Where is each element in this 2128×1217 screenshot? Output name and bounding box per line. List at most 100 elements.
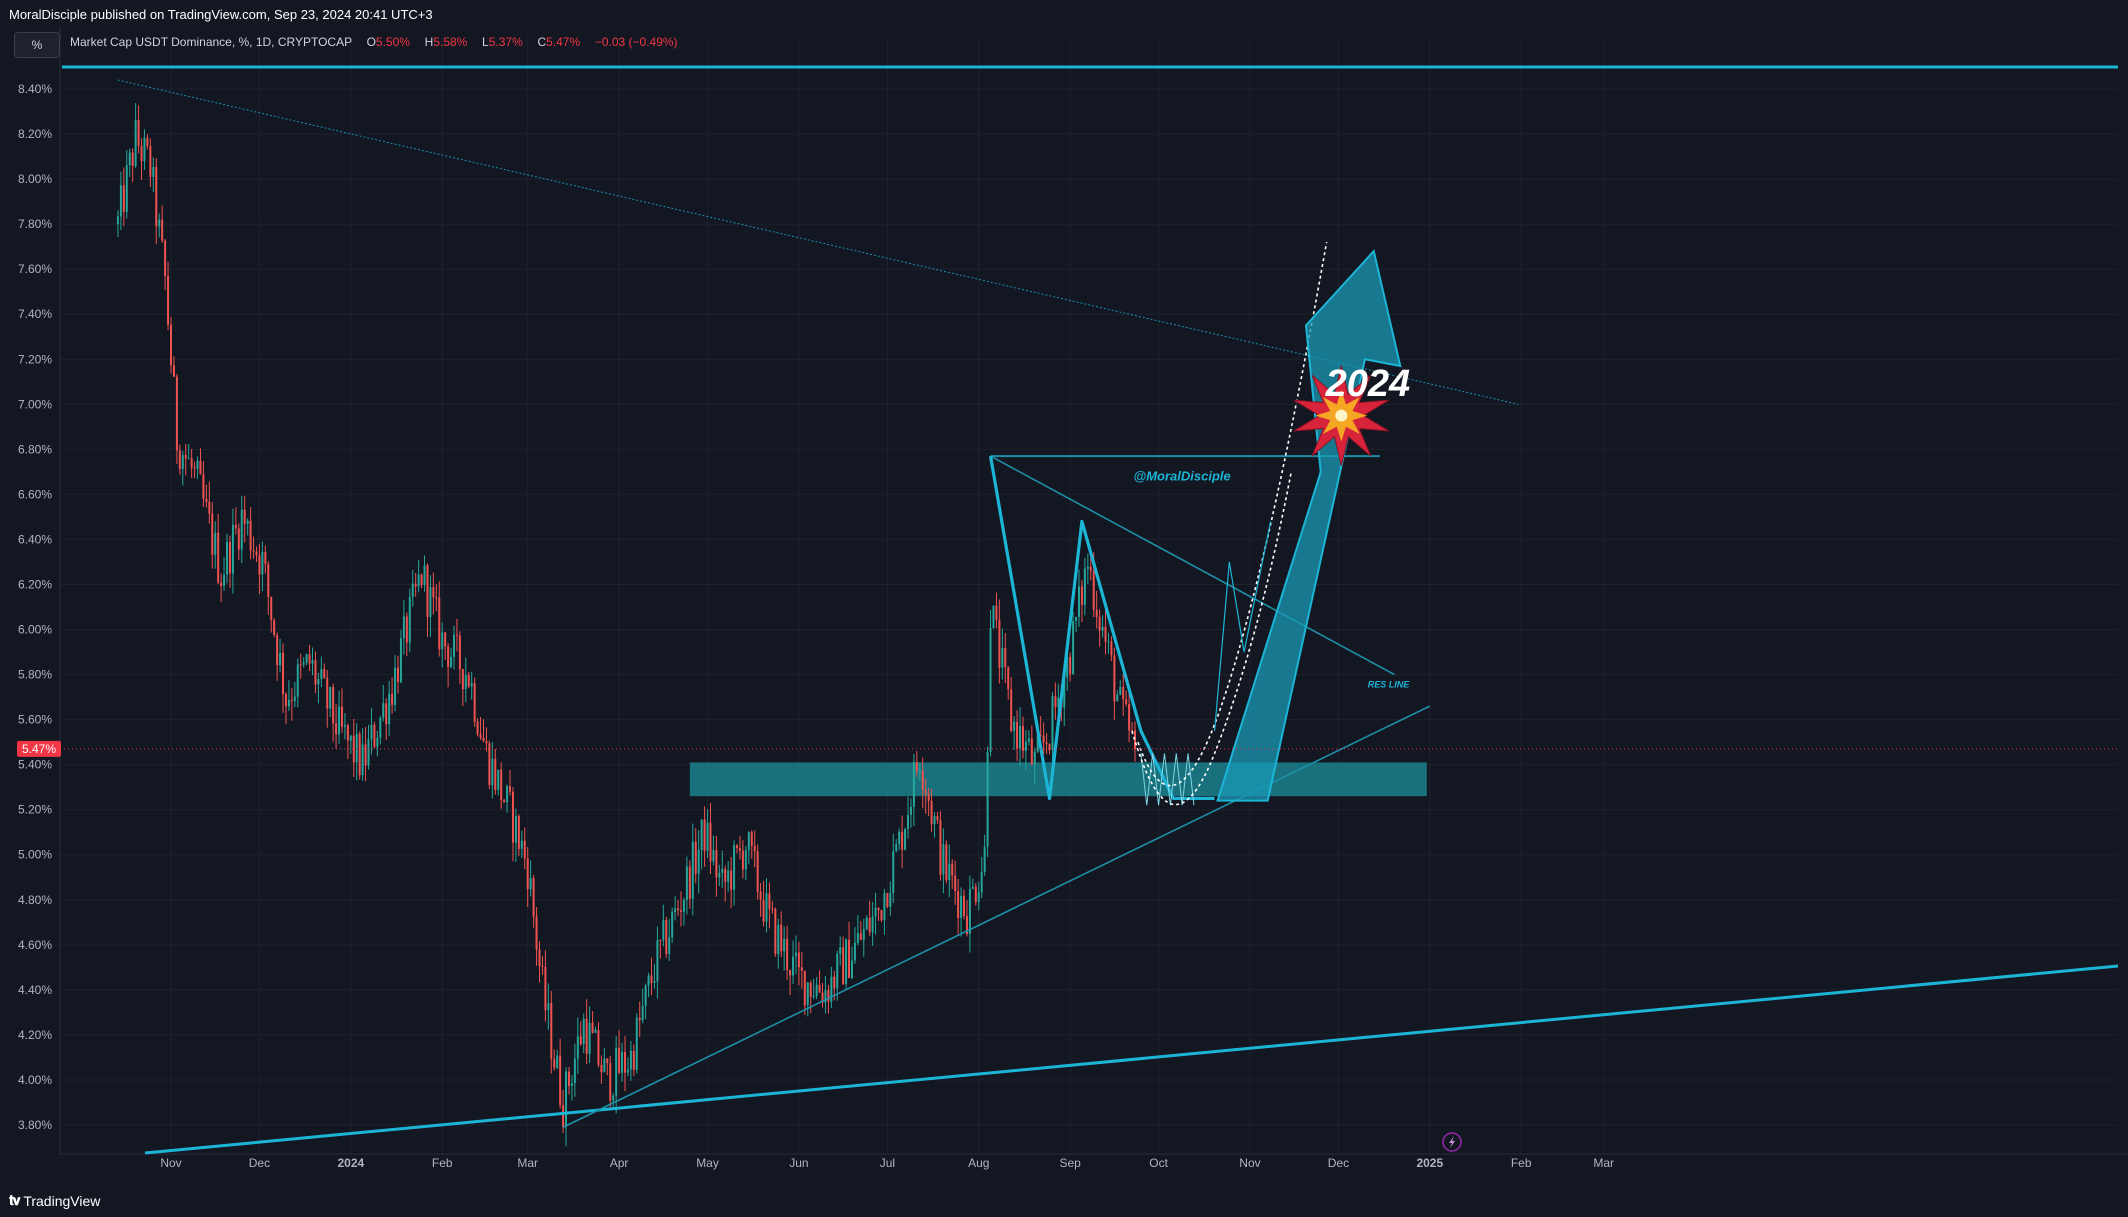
candle-body (500, 769, 503, 801)
candle-body (1033, 751, 1036, 765)
candle-body (1039, 735, 1042, 737)
price-chart[interactable]: 8.40% 8.20% 8.00% 7.80% 7.60% 7.40% 7.20% 7.00%… (0, 26, 2128, 1182)
candle-body (573, 1058, 576, 1084)
y-tick-label: 6.60% (18, 487, 52, 501)
candle-body (170, 324, 172, 366)
candle-body (497, 769, 500, 790)
candle-body (1133, 730, 1136, 749)
candle-body (792, 956, 795, 976)
candle-body (856, 933, 859, 943)
candle-body (314, 660, 317, 685)
candle-body (556, 1055, 559, 1068)
candle-body (612, 1095, 615, 1101)
candle-body (146, 137, 149, 147)
candle-body (936, 816, 939, 821)
candle-body (234, 524, 237, 529)
explosion-core (1335, 409, 1348, 422)
candle-body (326, 677, 329, 709)
candle-body (815, 984, 818, 996)
y-tick-label: 8.20% (18, 127, 52, 141)
tradingview-logo[interactable]: 𝐭𝐯 TradingView (9, 1192, 100, 1209)
res-line (990, 455, 1395, 676)
candle-body (193, 467, 196, 469)
candle-body (149, 146, 152, 177)
candle-body (1098, 616, 1101, 631)
close-label: C (537, 35, 547, 49)
candle-body (1001, 648, 1004, 668)
x-tick-label: Sep (1059, 1156, 1081, 1170)
x-tick-label: Nov (1239, 1156, 1260, 1170)
candle-body (960, 895, 963, 918)
candle-body (175, 376, 178, 451)
candle-body (128, 152, 131, 166)
candle-body (223, 574, 226, 586)
candle-body (167, 276, 170, 325)
candle-body (122, 185, 125, 212)
candle-body (818, 984, 821, 993)
candle-body (1104, 626, 1107, 642)
candle-body (514, 815, 517, 843)
candle-body (1030, 738, 1033, 765)
candle-body (971, 886, 974, 889)
candle-body (786, 938, 789, 971)
last-price-label: 5.47% (22, 742, 56, 756)
candle-body (736, 845, 739, 849)
candle-body (983, 846, 986, 873)
candle-body (1089, 566, 1092, 571)
x-tick-label: Mar (1593, 1156, 1614, 1170)
candle-body (178, 450, 181, 470)
candle-body (340, 706, 343, 727)
lightning-bolt (1449, 1136, 1455, 1148)
candle-body (942, 844, 945, 875)
candle-body (880, 910, 883, 921)
y-tick-label: 7.00% (18, 397, 52, 411)
x-tick-label: Aug (968, 1156, 989, 1170)
candle-body (420, 574, 423, 586)
candle-body (995, 605, 998, 620)
y-tick-label: 5.40% (18, 758, 52, 772)
candle-body (600, 1064, 603, 1073)
candle-body (391, 693, 394, 705)
x-tick-label: Feb (432, 1156, 453, 1170)
candle-body (491, 758, 494, 786)
candle-body (276, 634, 279, 666)
descending-trendline-dotted (117, 79, 1519, 405)
open-value: 5.50% (375, 35, 410, 49)
candle-body (317, 679, 320, 685)
x-tick-label: 2025 (1416, 1156, 1443, 1170)
candle-body (638, 1017, 641, 1021)
candle-body (968, 888, 971, 934)
candle-body (750, 832, 753, 846)
y-tick-label: 3.80% (18, 1118, 52, 1132)
scale-percent-button[interactable]: % (14, 32, 60, 58)
candle-body (700, 819, 703, 851)
low-value: 5.37% (488, 35, 523, 49)
candle-body (161, 219, 164, 241)
y-tick-label: 6.80% (18, 442, 52, 456)
candle-body (806, 982, 809, 1006)
candle-body (718, 872, 721, 878)
x-tick-label: Jul (880, 1156, 895, 1170)
candle-body (921, 770, 924, 790)
candle-body (414, 583, 417, 587)
candle-body (343, 725, 346, 727)
candle-body (883, 893, 886, 921)
candle-body (205, 498, 208, 502)
y-tick-label: 6.00% (18, 623, 52, 637)
candle-body (438, 597, 441, 650)
open-label: O (366, 35, 376, 49)
candle-body (1057, 698, 1060, 708)
candle-body (1086, 566, 1089, 569)
candle-body (134, 120, 137, 167)
candle-body (1125, 699, 1128, 705)
candle-body (780, 924, 783, 952)
candle-body (226, 542, 229, 575)
candle-body (680, 910, 683, 912)
candle-body (738, 848, 741, 851)
candle-body (765, 893, 768, 922)
candle-body (190, 458, 193, 468)
candle-body (850, 960, 853, 978)
candle-body (264, 552, 267, 564)
candle-body (240, 509, 243, 550)
candle-body (694, 841, 697, 874)
